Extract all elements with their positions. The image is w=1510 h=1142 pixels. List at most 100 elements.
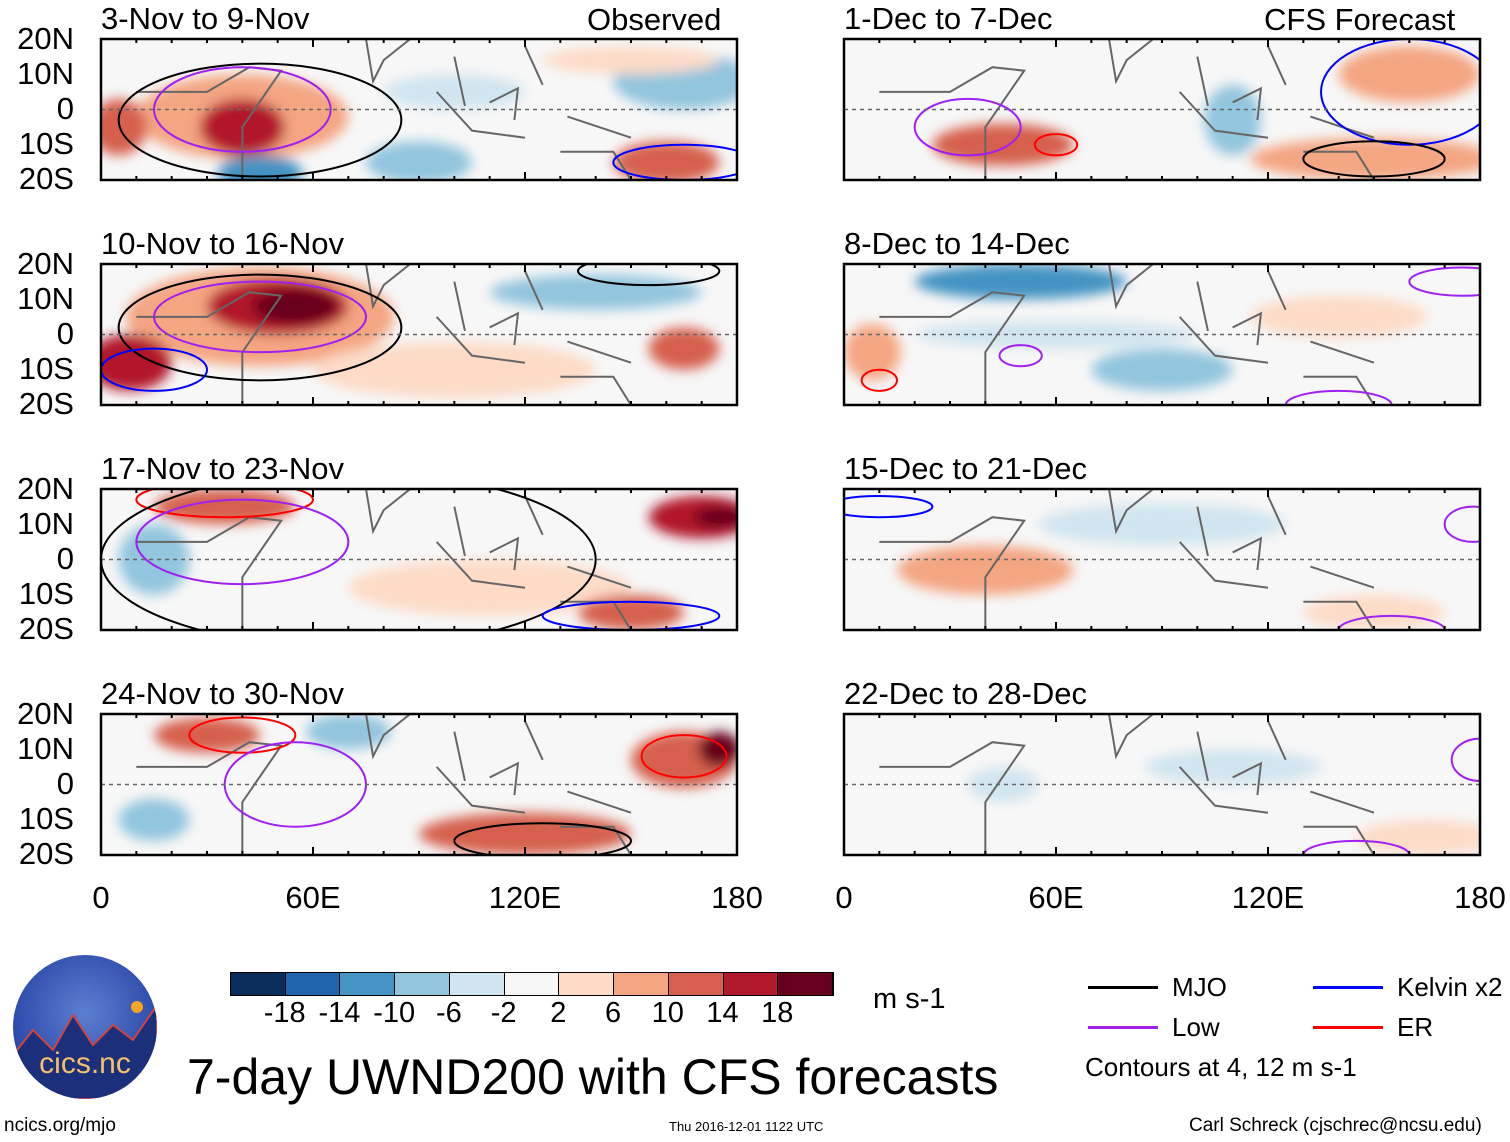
colorbar-swatch xyxy=(614,973,669,995)
colorbar-swatch xyxy=(778,973,834,995)
latitude-label: 0 xyxy=(56,766,74,801)
panel-title: 1-Dec to 7-Dec xyxy=(844,1,1053,36)
longitude-label: 60E xyxy=(285,880,341,915)
legend-line-icon xyxy=(1313,986,1383,989)
longitude-label: 60E xyxy=(1028,880,1084,915)
contour-line xyxy=(153,280,367,354)
figure-title: 7-day UWND200 with CFS forecasts xyxy=(187,1049,999,1105)
latitude-label: 10N xyxy=(17,56,74,91)
anomaly-region xyxy=(1250,295,1427,339)
contour-line xyxy=(1302,839,1411,855)
latitude-label: 10S xyxy=(18,801,74,836)
colorbar-tick-label: -18 xyxy=(263,997,306,1029)
wave-contours xyxy=(844,495,1480,630)
panel-title: 8-Dec to 14-Dec xyxy=(844,226,1070,261)
observed-label: Observed xyxy=(587,2,722,37)
latitude-label: 10N xyxy=(17,281,74,316)
logo-text: cics.nc xyxy=(39,1047,131,1080)
wind-anomaly-shading xyxy=(101,267,720,398)
anomaly-region xyxy=(1038,503,1286,546)
map-panel xyxy=(842,712,1482,857)
anomaly-region xyxy=(648,327,720,370)
colorbar xyxy=(230,972,834,996)
legend-item: Low xyxy=(1088,1012,1220,1043)
contour-line xyxy=(1337,614,1446,630)
colorbar-tick-label: 10 xyxy=(651,997,684,1029)
legend-item: MJO xyxy=(1088,972,1227,1003)
anomaly-region xyxy=(217,155,303,180)
colorbar-tick-label: 18 xyxy=(761,997,794,1029)
anomaly-region xyxy=(698,731,737,767)
mountain-icon xyxy=(13,1001,157,1099)
anomaly-region xyxy=(648,496,737,539)
map-panel xyxy=(842,487,1482,632)
longitude-label: 180 xyxy=(711,880,763,915)
colorbar-swatch xyxy=(559,973,615,995)
legend-label: ER xyxy=(1397,1012,1434,1042)
colorbar-tick-label: 14 xyxy=(706,997,739,1029)
legend-line-icon xyxy=(1088,1026,1158,1029)
legend-line-icon xyxy=(1088,986,1158,989)
contour-line xyxy=(577,264,721,287)
contour-line xyxy=(135,489,314,519)
contour-line xyxy=(117,273,403,382)
latitude-label: 10S xyxy=(18,351,74,386)
legend-label: Low xyxy=(1172,1012,1220,1042)
cfs-forecast-label: CFS Forecast xyxy=(1264,2,1456,37)
footer-url[interactable]: ncics.org/mjo xyxy=(4,1115,116,1136)
anomaly-region xyxy=(101,334,172,391)
legend-label: Kelvin x2 xyxy=(1397,972,1503,1002)
latitude-label: 10N xyxy=(17,731,74,766)
coastline xyxy=(879,489,1375,630)
contour-line xyxy=(913,97,1022,157)
latitude-label: 20N xyxy=(17,246,74,281)
coastlines xyxy=(136,264,632,405)
colorbar-tick-label: -2 xyxy=(490,997,517,1029)
map-panel xyxy=(99,712,739,857)
latitude-label: 20S xyxy=(18,836,74,871)
wave-contours xyxy=(913,39,1480,178)
contour-note: Contours at 4, 12 m s-1 xyxy=(1085,1052,1357,1082)
legend-label: MJO xyxy=(1172,972,1227,1002)
colorbar-tick-label: 6 xyxy=(605,997,622,1029)
latitude-label: 0 xyxy=(56,91,74,126)
contour-line xyxy=(101,347,208,392)
panel-title: 22-Dec to 28-Dec xyxy=(844,676,1087,711)
anomaly-region xyxy=(844,323,901,381)
panel-title: 3-Nov to 9-Nov xyxy=(101,1,310,36)
colorbar-tick-label: -10 xyxy=(373,997,416,1029)
anomaly-region xyxy=(613,141,720,180)
coastlines xyxy=(136,489,632,630)
legend-item: ER xyxy=(1313,1012,1433,1043)
coastline xyxy=(136,489,632,630)
latitude-label: 10N xyxy=(17,506,74,541)
panel-title: 10-Nov to 16-Nov xyxy=(101,226,344,261)
anomaly-region xyxy=(967,766,1039,803)
colorbar-tick-label: 2 xyxy=(550,997,567,1029)
longitude-label: 0 xyxy=(92,880,110,915)
latitude-label: 20S xyxy=(18,611,74,646)
anomaly-region xyxy=(897,545,1074,595)
wave-contours xyxy=(117,62,737,180)
anomaly-region xyxy=(419,812,631,855)
coastline xyxy=(136,714,632,855)
coastlines xyxy=(879,264,1375,405)
anomaly-region xyxy=(542,46,720,75)
latitude-label: 0 xyxy=(56,541,74,576)
wind-anomaly-shading xyxy=(897,503,1445,630)
latitude-label: 20N xyxy=(17,21,74,56)
contour-line xyxy=(453,822,632,855)
colorbar-swatch xyxy=(449,973,505,995)
anomaly-region xyxy=(118,524,190,595)
anomaly-region xyxy=(1091,348,1233,391)
coastline xyxy=(136,264,632,405)
contour-line xyxy=(135,498,350,586)
latitude-label: 20S xyxy=(18,386,74,421)
map-panel xyxy=(99,487,739,632)
anomaly-region xyxy=(252,288,338,324)
panel-title: 24-Nov to 30-Nov xyxy=(101,676,344,711)
coastline xyxy=(879,714,1375,855)
map-panel xyxy=(99,262,739,407)
contour-line xyxy=(860,368,898,392)
contour-line xyxy=(998,344,1043,368)
